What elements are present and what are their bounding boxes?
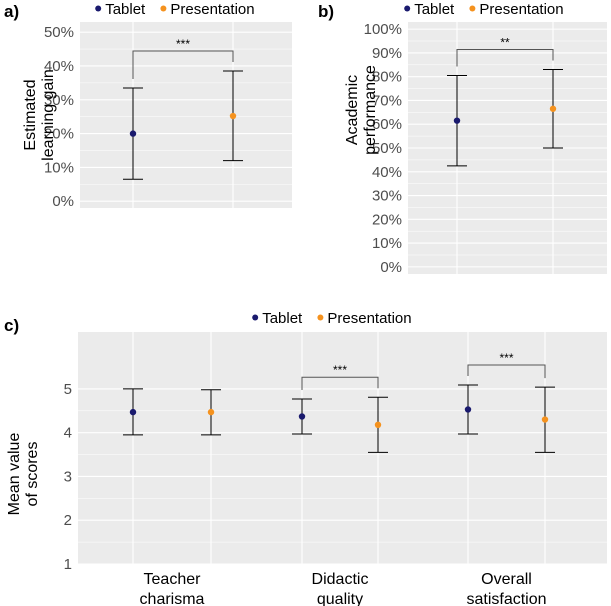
panel-b: 0% 10% 20% 30% 40% 50% 60% 70% 80% 90% 100% Academi… [318,1,607,276]
y-tick-label: 10% [372,235,402,252]
y-tick-label: 40% [372,164,402,181]
significance-bracket: ** [456,36,554,67]
legend-marker-presentation [469,5,476,12]
group: Teacher charisma [123,388,221,606]
y-tick-label: 100% [364,21,402,38]
y-axis-label-line: Mean value [6,433,23,516]
significance-label: *** [333,363,347,377]
legend-label-presentation: Presentation [479,1,563,18]
legend-label-presentation: Presentation [327,310,411,327]
y-tick-label: 0% [380,259,402,276]
significance-bracket: *** [467,351,546,379]
point-tablet [298,413,306,420]
y-axis-label: Academic performance [344,65,379,155]
y-tick-label: 1 [64,556,72,573]
point-presentation [549,105,557,112]
legend: Tablet Presentation [252,310,412,327]
point-presentation [541,416,549,423]
y-tick-label: 50% [372,140,402,157]
y-tick-label: 80% [372,69,402,86]
plot-background [80,22,292,208]
point-presentation [207,408,215,416]
group: *** Didactic quality [292,363,388,606]
legend-marker-presentation [317,314,324,321]
y-tick-label: 5 [64,381,72,398]
y-axis-label-line: Estimated [22,79,39,150]
significance-bracket: *** [301,363,379,390]
point-presentation [229,112,237,120]
panel-c: 1 2 3 4 5 Mean value of scores c) Tablet Presenta… [4,310,607,606]
significance-label: ** [500,36,510,50]
y-tick-label: 90% [372,45,402,62]
significance-line [132,50,234,79]
y-tick-label: 60% [372,116,402,133]
legend-marker-tablet [252,314,259,321]
y-axis-label-line: Academic [344,75,361,145]
y-tick-label: 40% [44,58,74,75]
category-label: satisfaction [466,591,546,606]
panel-letter: b) [318,2,334,21]
legend-label-tablet: Tablet [414,1,455,18]
category-label: Didactic [312,571,369,588]
group: *** [123,37,243,180]
y-tick-label: 30% [372,188,402,205]
y-axis-label-line: learning gain [40,69,57,161]
legend: Tablet Presentation [95,1,255,18]
y-axis-label-line: of scores [24,442,41,507]
point-tablet [464,406,472,413]
panel-letter: a) [4,2,19,21]
significance-line [467,364,546,379]
group: *** Overall satisfaction [458,351,555,606]
y-tick-label: 20% [372,211,402,228]
y-tick-label: 0% [52,193,74,210]
significance-label: *** [499,351,513,365]
significance-label: *** [176,37,190,51]
significance-line [301,376,379,390]
y-axis-label: Estimated learning gain [22,69,57,161]
category-label: charisma [140,591,205,606]
significance-bracket: *** [132,37,234,79]
y-tick-label: 70% [372,92,402,109]
y-tick-label: 2 [64,512,72,529]
category-label: Teacher [144,571,202,588]
legend: Tablet Presentation [404,1,564,18]
legend-label-presentation: Presentation [170,1,254,18]
y-tick-label: 4 [64,425,72,442]
point-presentation [374,421,382,428]
y-tick-label: 10% [44,159,74,176]
panel-letter: c) [4,316,19,335]
y-tick-label: 20% [44,126,74,143]
point-tablet [129,130,137,137]
category-label: Overall [481,571,532,588]
point-tablet [129,408,137,416]
legend-marker-tablet [404,5,411,12]
point-tablet [453,117,461,124]
category-label: quality [317,591,363,606]
y-axis-label: Mean value of scores [6,433,41,516]
legend-marker-tablet [95,5,102,12]
y-tick-label: 3 [64,468,72,485]
group: ** [447,36,563,167]
y-tick-label: 30% [44,92,74,109]
panel-a: 0% 10% 20% 30% 40% 50% Estimated learning gain a… [4,1,292,210]
legend-label-tablet: Tablet [262,310,303,327]
y-tick-label: 50% [44,24,74,41]
plot-background [78,332,607,564]
legend-label-tablet: Tablet [105,1,146,18]
y-axis-label-line: performance [362,65,379,155]
significance-line [456,49,554,67]
legend-marker-presentation [160,5,167,12]
